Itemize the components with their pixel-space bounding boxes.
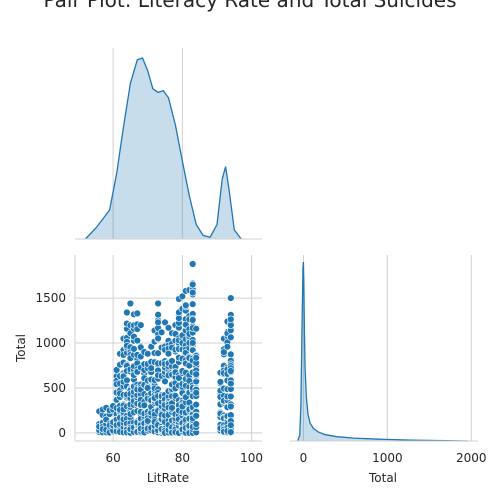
litrate-kde-area (85, 58, 242, 239)
litrate-kde-gridlines (112, 48, 183, 239)
scatter-y-axis-label: Total (14, 334, 28, 363)
scatter-point (147, 343, 155, 351)
scatter-point (192, 412, 200, 420)
scatter-point (182, 301, 190, 309)
scatter-point (161, 318, 169, 327)
total-kde-x-tick-label: 1000 (372, 451, 403, 465)
total-kde-x-tick-label: 2000 (456, 451, 487, 465)
scatter-point (227, 421, 235, 429)
scatter-point (189, 260, 197, 268)
scatter-point (133, 336, 142, 345)
total-kde-panel: 0 1000 2000 Total (290, 255, 487, 485)
scatter-point (220, 348, 228, 356)
scatter-point (223, 343, 232, 351)
litrate-kde-line (84, 57, 242, 240)
scatter-point (227, 428, 235, 436)
scatter-point (192, 370, 200, 378)
scatter-point (130, 345, 138, 353)
scatter-point (164, 324, 173, 332)
scatter-point (192, 325, 200, 333)
scatter-point (133, 309, 142, 318)
scatter-point (227, 315, 235, 323)
scatter-point (227, 333, 235, 341)
scatter-point (189, 300, 197, 308)
scatter-point (192, 400, 200, 409)
scatter-point (192, 354, 200, 362)
scatter-point (168, 404, 176, 412)
scatter-points (95, 260, 235, 437)
total-kde-tick-labels: 0 1000 2000 (300, 451, 487, 465)
scatter-point (227, 392, 235, 401)
scatter-point (154, 334, 162, 343)
scatter-point (140, 401, 149, 409)
scatter-point (137, 321, 145, 329)
scatter-point (154, 299, 162, 308)
scatter-point (144, 350, 152, 358)
scatter-point (161, 377, 169, 386)
scatter-point (192, 420, 200, 428)
scatter-point (192, 389, 200, 397)
scatter-point (178, 292, 187, 300)
scatter-x-tick-label: 100 (240, 451, 263, 465)
chart-title: Pair Plot: Literacy Rate and Total Suici… (43, 0, 456, 12)
scatter-point (154, 349, 162, 357)
scatter-point (157, 328, 166, 336)
scatter-point (227, 350, 235, 358)
scatter-point (227, 367, 235, 375)
scatter-point (164, 350, 173, 358)
scatter-point (189, 280, 197, 289)
scatter-point (123, 376, 131, 384)
scatter-y-tick-label: 500 (43, 381, 66, 395)
scatter-point (154, 311, 162, 319)
scatter-y-tick-label: 1500 (35, 291, 66, 305)
scatter-point (112, 366, 121, 374)
scatter-point (123, 308, 131, 317)
scatter-point (147, 364, 155, 372)
scatter-point (189, 288, 197, 297)
scatter-x-tick-label: 80 (175, 451, 190, 465)
total-kde-x-axis-label: Total (368, 471, 397, 485)
total-kde-area (297, 262, 468, 441)
scatter-point (216, 378, 225, 386)
scatter-point (154, 318, 162, 326)
scatter-y-tick-label: 1000 (35, 336, 66, 350)
scatter-point (189, 316, 197, 324)
scatter-point (126, 299, 135, 308)
scatter-point (168, 357, 176, 365)
total-kde-gridlines (302, 255, 472, 441)
scatter-x-axis-label: LitRate (147, 471, 189, 485)
scatter-point (189, 339, 197, 347)
total-kde-x-tick-label: 0 (300, 451, 308, 465)
total-kde-line (296, 261, 468, 442)
scatter-point (227, 402, 235, 411)
litrate-kde-panel (75, 48, 262, 240)
scatter-x-tick-label: 60 (105, 451, 120, 465)
scatter-point (227, 379, 235, 388)
scatter-y-tick-label: 0 (58, 426, 66, 440)
scatter-point (227, 294, 235, 302)
